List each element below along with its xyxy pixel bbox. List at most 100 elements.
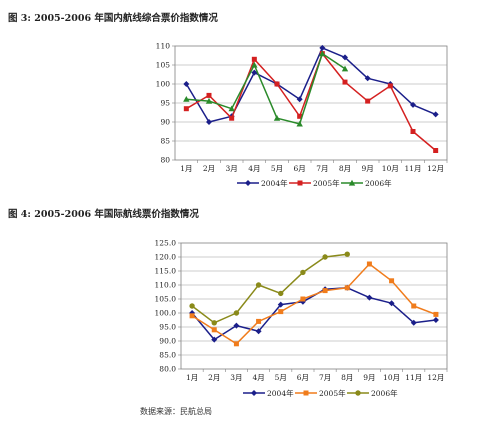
x-tick-label: 8月 bbox=[339, 164, 351, 173]
data-point bbox=[410, 129, 416, 134]
data-point bbox=[366, 294, 373, 301]
data-point bbox=[319, 44, 326, 51]
domestic-fare-index-chart: 80 85 90 95 100 105 110 1月 2月 3月 4月 5月 6月 7月 8月 9月 10月 11… bbox=[145, 30, 451, 195]
legend-entry: 2006年 bbox=[341, 178, 392, 188]
legend-label: 2005年 bbox=[313, 178, 340, 188]
data-point bbox=[211, 320, 217, 326]
y-tick-label: 90.0 bbox=[159, 337, 176, 346]
data-point bbox=[211, 327, 217, 333]
data-point bbox=[364, 75, 371, 82]
y-tick-label: 100 bbox=[156, 80, 171, 89]
y-tick-label: 85 bbox=[160, 137, 170, 146]
legend-entry: 2004年 bbox=[237, 178, 288, 188]
data-point bbox=[251, 69, 258, 76]
x-tick-label: 6月 bbox=[297, 373, 309, 382]
data-point bbox=[387, 83, 393, 89]
data-point bbox=[411, 303, 417, 309]
data-point bbox=[366, 261, 372, 267]
x-tick-label: 3月 bbox=[226, 164, 238, 173]
data-point bbox=[233, 341, 239, 347]
legend-label: 2006年 bbox=[371, 388, 398, 398]
plot-area bbox=[180, 242, 448, 370]
x-tick-label: 6月 bbox=[294, 164, 306, 173]
x-tick-label: 2月 bbox=[208, 373, 220, 382]
chart-3-svg: 80 85 90 95 100 105 110 1月 2月 3月 4月 5月 6月 7月 8月 9月 10月 11… bbox=[156, 42, 448, 188]
data-point bbox=[365, 98, 371, 104]
legend-entry: 2005年 bbox=[289, 178, 340, 188]
y-tick-label: 105 bbox=[156, 61, 171, 70]
y-tick-label: 80 bbox=[160, 156, 170, 165]
legend-marker bbox=[303, 390, 309, 396]
legend-label: 2005年 bbox=[319, 388, 346, 398]
international-fare-index-chart: 80.0 85.0 90.0 95.0 100.0 105.0 110.0 115.0 120.… bbox=[145, 232, 451, 402]
x-tick-label: 5月 bbox=[275, 373, 287, 382]
data-point bbox=[300, 269, 306, 276]
data-point bbox=[319, 50, 326, 57]
y-tick-label: 125.0 bbox=[155, 239, 177, 248]
data-point bbox=[432, 317, 439, 323]
data-point bbox=[277, 301, 284, 308]
data-point bbox=[183, 106, 189, 112]
legend-entry: 2006年 bbox=[347, 388, 398, 398]
series-2005年 bbox=[189, 261, 439, 347]
x-tick-label: 1月 bbox=[180, 164, 192, 173]
y-tick-label: 95 bbox=[160, 99, 170, 108]
x-tick-label: 10月 bbox=[383, 373, 400, 382]
y-tick-label: 80.0 bbox=[159, 365, 176, 374]
legend-label: 2004年 bbox=[261, 178, 288, 188]
legend-entry: 2005年 bbox=[295, 388, 346, 398]
data-point bbox=[278, 290, 284, 297]
data-point bbox=[206, 119, 212, 125]
x-tick-label: 3月 bbox=[230, 373, 242, 382]
x-tick-label: 9月 bbox=[362, 164, 374, 173]
x-tick-label: 4月 bbox=[252, 373, 264, 382]
data-point bbox=[341, 65, 349, 72]
series-line bbox=[191, 263, 437, 345]
data-point bbox=[189, 313, 195, 319]
source-note: 数据来源：民航总局 bbox=[140, 407, 212, 416]
legend-marker bbox=[348, 179, 356, 186]
x-tick-label: 11月 bbox=[405, 373, 422, 382]
data-point bbox=[432, 111, 439, 118]
legend-marker bbox=[355, 390, 361, 396]
figure-3-title: 图 3: 2005-2006 年国内航线综合票价指数情况 bbox=[8, 13, 218, 24]
y-tick-label: 110 bbox=[156, 42, 171, 51]
x-tick-label: 12月 bbox=[427, 373, 444, 382]
data-point bbox=[255, 328, 262, 335]
data-point bbox=[322, 254, 328, 260]
legend-marker bbox=[251, 390, 257, 396]
x-tick-label: 11月 bbox=[404, 164, 421, 173]
y-tick-label: 95.0 bbox=[159, 323, 176, 332]
series-2006年 bbox=[189, 251, 350, 326]
data-point bbox=[211, 336, 218, 343]
legend-entry: 2004年 bbox=[243, 388, 294, 398]
data-point bbox=[296, 120, 303, 127]
data-point bbox=[278, 309, 284, 315]
y-tick-label: 90 bbox=[160, 118, 170, 127]
data-point bbox=[189, 303, 195, 309]
data-point bbox=[433, 148, 439, 153]
legend-label: 2006年 bbox=[365, 178, 392, 188]
data-point bbox=[342, 54, 348, 61]
data-point bbox=[233, 310, 240, 316]
x-tick-label: 5月 bbox=[271, 164, 283, 173]
series-line bbox=[191, 253, 348, 324]
data-point bbox=[342, 79, 348, 85]
data-point bbox=[389, 278, 395, 284]
legend-marker bbox=[245, 180, 251, 186]
y-tick-label: 120.0 bbox=[155, 253, 177, 262]
data-point bbox=[297, 113, 303, 119]
data-point bbox=[273, 115, 281, 121]
series-line bbox=[186, 52, 346, 125]
x-tick-label: 12月 bbox=[427, 164, 444, 173]
data-point bbox=[255, 282, 262, 288]
data-point bbox=[206, 92, 212, 98]
data-point bbox=[274, 81, 280, 87]
series-2004年 bbox=[183, 44, 439, 125]
data-point bbox=[251, 56, 257, 62]
data-point bbox=[322, 288, 328, 294]
data-point bbox=[256, 318, 262, 324]
y-tick-label: 115.0 bbox=[155, 267, 177, 276]
data-point bbox=[251, 61, 258, 68]
legend-marker bbox=[297, 180, 303, 186]
